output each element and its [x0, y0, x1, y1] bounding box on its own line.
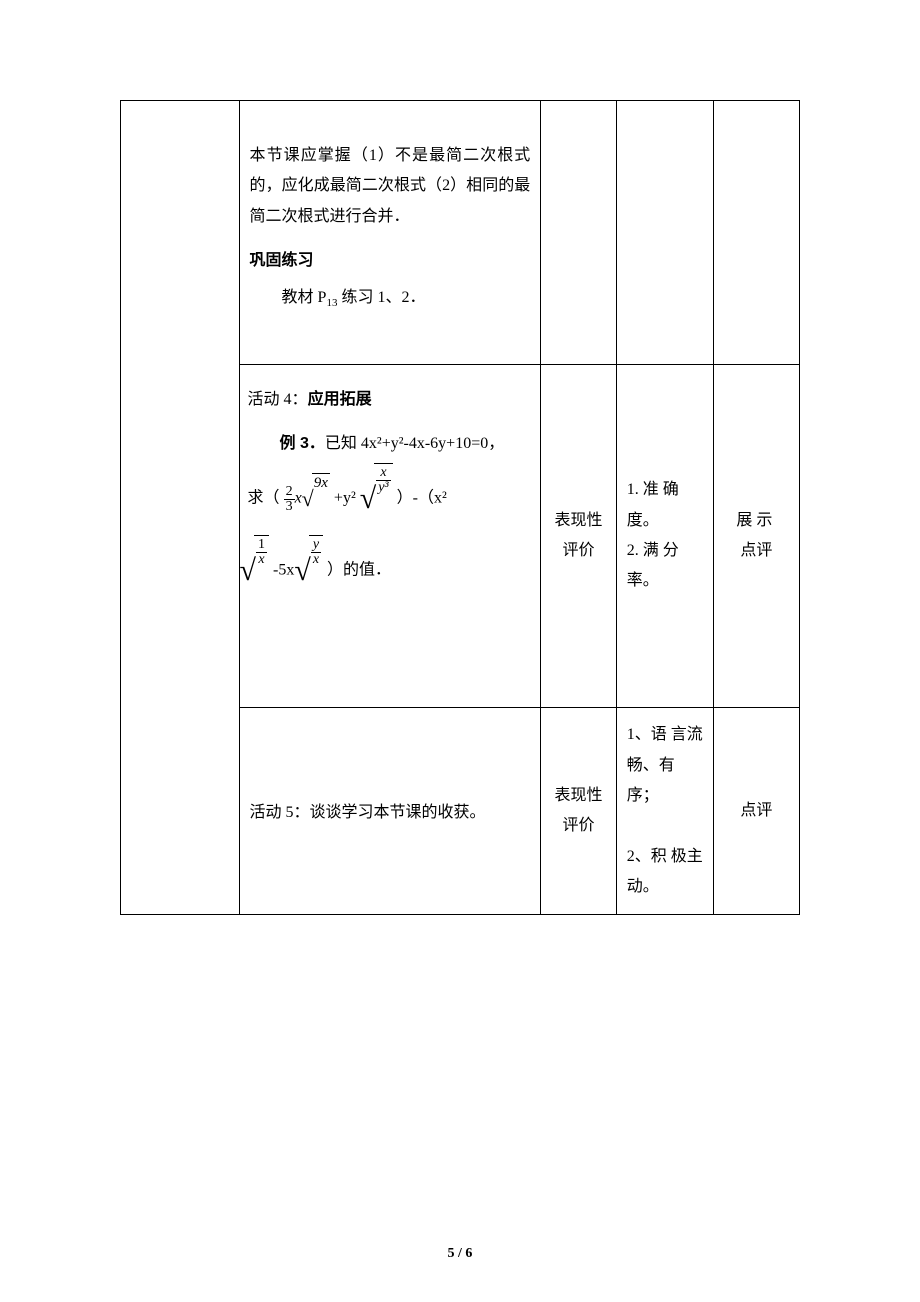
page-number: 5 / 6 [0, 1246, 920, 1262]
radicand-frac-yx: yx [309, 535, 323, 569]
lesson-table: 本节课应掌握（1）不是最简二次根式的，应化成最简二次根式（2）相同的最简二次根式… [120, 100, 800, 915]
col5-line2: 点评 [724, 536, 789, 566]
expr-tail: ）的值． [327, 562, 391, 579]
criteria-1: 1. 准 确度。 [627, 475, 703, 536]
frac-numerator: x [376, 466, 390, 480]
minus-x2: ）-（x² [397, 490, 447, 507]
sqrt-9x: √9x [302, 473, 330, 526]
document-page: 本节课应掌握（1）不是最简二次根式的，应化成最简二次根式（2）相同的最简二次根式… [0, 0, 920, 1302]
plus-y2: +y² [330, 490, 356, 507]
frac-denominator: x [256, 552, 267, 567]
practice-text: 教材 P13 练习 1、2． [250, 283, 531, 314]
row2-col4: 1. 准 确度。 2. 满 分率。 [616, 364, 713, 708]
criteria-2: 2、积 极主动。 [627, 842, 703, 903]
row2-col5: 展示 点评 [713, 364, 799, 708]
example3-label: 例 3． [280, 435, 325, 452]
frac-denominator: x [311, 552, 321, 567]
practice-heading: 巩固练习 [250, 252, 314, 269]
practice-sub: 13 [326, 297, 337, 309]
criteria-2: 2. 满 分率。 [627, 536, 703, 597]
row3-col4: 1、语 言流畅、有序； 2、积 极主动。 [616, 708, 713, 915]
sqrt-y-over-x: √yx [294, 535, 323, 607]
example3-given: 已知 4x²+y²-4x-6y+10=0， [325, 435, 504, 452]
minus-5x: -5x [269, 562, 294, 579]
radicand-9x: 9x [312, 473, 330, 494]
row1-col5 [713, 101, 799, 365]
frac-numerator: 2 [284, 485, 295, 499]
radicand-frac-1x: 1x [254, 535, 269, 569]
frac-denominator: 3 [284, 499, 295, 514]
practice-suffix: 练习 1、2． [337, 289, 425, 306]
radicand-frac-xy3: xy³ [374, 463, 392, 497]
row3-content: 活动 5：谈谈学习本节课的收获。 [239, 708, 541, 915]
table-row: 本节课应掌握（1）不是最简二次根式的，应化成最简二次根式（2）相同的最简二次根式… [121, 101, 800, 365]
col5-line1: 展示 [724, 506, 789, 536]
row3-col5: 点评 [713, 708, 799, 915]
activity4-label: 活动 4： [248, 391, 308, 408]
activity4-title: 应用拓展 [308, 391, 372, 408]
qiu-label: 求（ [248, 490, 280, 507]
frac-2-3: 2 3 [284, 485, 295, 514]
row1-col3 [541, 101, 616, 365]
criteria-1: 1、语 言流畅、有序； [627, 720, 703, 811]
example3-expr-line1: 求（ 2 3 x√9x +y² √xy³ ）-（x² [248, 463, 533, 535]
summary-text: 本节课应掌握（1）不是最简二次根式的，应化成最简二次根式（2）相同的最简二次根式… [250, 147, 531, 225]
frac-numerator: 1 [256, 538, 267, 552]
row1-content: 本节课应掌握（1）不是最简二次根式的，应化成最简二次根式（2）相同的最简二次根式… [239, 101, 541, 365]
row2-content: 活动 4：应用拓展 例 3．已知 4x²+y²-4x-6y+10=0， 求（ 2… [239, 364, 541, 708]
practice-prefix: 教材 P [282, 289, 327, 306]
example3-block: 例 3．已知 4x²+y²-4x-6y+10=0， [248, 425, 533, 463]
row1-col4 [616, 101, 713, 365]
row2-col3: 表现性评价 [541, 364, 616, 708]
example3-expr-line2: √1x -5x√yx ）的值． [240, 535, 533, 607]
frac-denominator: y³ [376, 480, 390, 495]
row1-col1 [121, 101, 240, 915]
sqrt-x-over-y3: √xy³ [360, 463, 393, 535]
sqrt-1-over-x: √1x [240, 535, 269, 607]
row3-col3: 表现性评价 [541, 708, 616, 915]
frac-numerator: y [311, 538, 321, 552]
var-x: x [295, 490, 302, 507]
